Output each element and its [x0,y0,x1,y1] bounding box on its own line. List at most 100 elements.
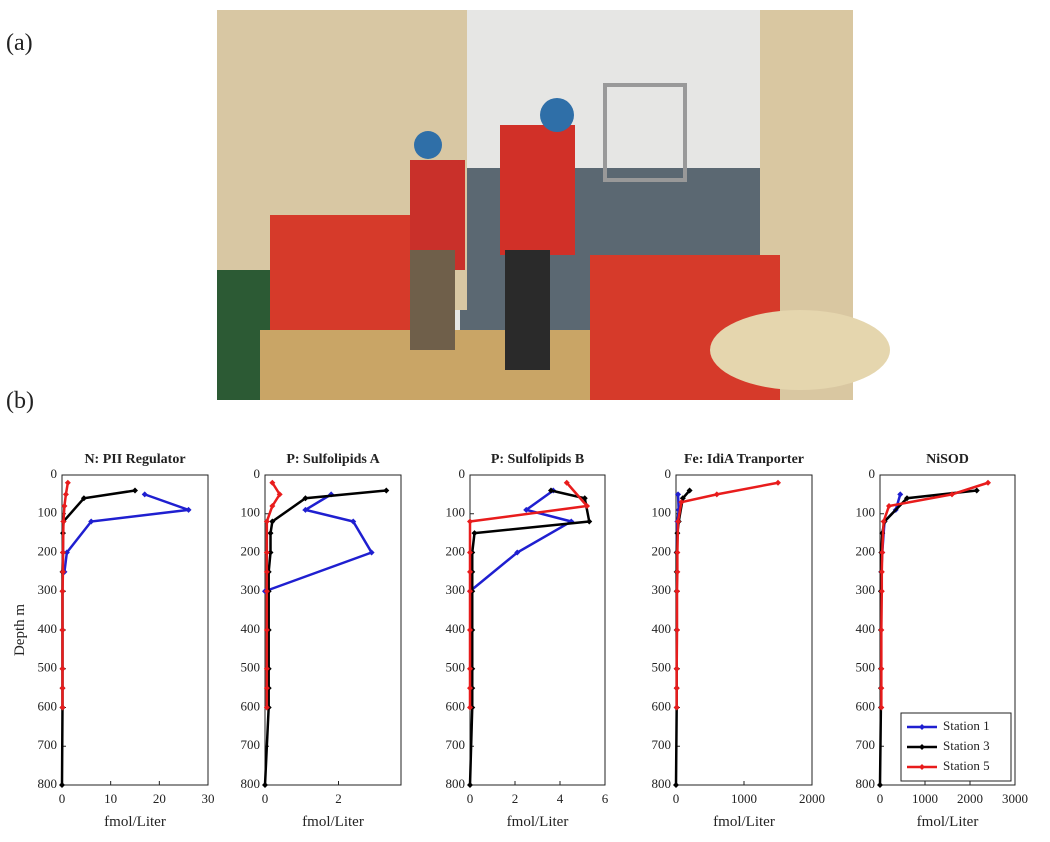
data-point [973,487,980,494]
data-point [673,704,680,711]
plot-area [675,474,813,786]
panel-label: (b) [6,388,34,414]
y-tick-label: 100 [652,505,672,520]
data-point [467,627,473,633]
x-tick-label: 30 [202,791,215,806]
data-point [62,491,69,498]
y-tick-label: 300 [856,582,876,597]
y-tick-label: 100 [446,505,466,520]
data-point [59,704,66,711]
x-tick-label: 1000 [731,791,757,806]
x-tick-label: 4 [557,791,564,806]
data-point [302,495,309,502]
data-point [269,479,276,486]
data-point [523,506,530,513]
y-tick-label: 800 [38,776,58,791]
y-tick-label: 600 [38,698,58,713]
y-tick-label: 0 [665,466,672,481]
data-point [60,518,67,525]
y-tick-label: 100 [856,505,876,520]
y-tick-label: 600 [446,698,466,713]
data-point [267,530,274,537]
x-tick-label: 0 [877,791,884,806]
y-tick-label: 800 [446,776,466,791]
data-point [673,782,679,788]
y-tick-label: 200 [241,543,261,558]
x-tick-label: 10 [104,791,117,806]
data-point [263,665,270,672]
x-axis-label: fmol/Liter [302,814,364,830]
y-tick-label: 700 [446,737,466,752]
data-point [262,782,268,788]
data-point [949,491,955,498]
y-tick-label: 700 [38,737,58,752]
x-tick-label: 6 [602,791,609,806]
legend-label: Station 1 [943,718,990,733]
data-point [877,782,883,788]
data-point [80,495,87,502]
y-tick-label: 800 [241,776,261,791]
y-tick-label: 600 [856,698,876,713]
y-tick-label: 0 [459,466,466,481]
y-tick-label: 800 [652,776,672,791]
data-point [383,487,390,494]
x-axis-label: fmol/Liter [713,814,775,830]
y-tick-label: 700 [241,737,261,752]
data-point [467,568,473,575]
data-point [886,503,892,509]
plot-area [264,474,402,786]
data-point [185,506,192,513]
data-point [263,549,270,556]
data-point [674,568,681,575]
y-tick-label: 300 [241,582,261,597]
chart-title: P: Sulfolipids A [286,452,380,467]
x-tick-label: 2 [512,791,519,806]
data-point [263,518,270,525]
data-point [59,782,65,788]
data-point [775,479,781,486]
series-line [468,489,591,786]
legend-marker [919,744,925,750]
y-tick-label: 400 [446,621,466,636]
data-point [586,518,593,525]
y-tick-label: 300 [38,582,58,597]
y-tick-label: 200 [652,543,672,558]
data-point [713,491,720,498]
data-point [368,549,375,556]
data-point [59,549,66,556]
x-tick-label: 2000 [957,791,983,806]
data-point [674,549,681,556]
data-point [878,588,885,595]
panel-label: (a) [6,30,33,56]
data-point [673,665,680,672]
data-point [263,588,270,595]
data-point [61,503,68,509]
legend-label: Station 5 [943,758,990,773]
data-point [263,685,270,692]
data-point [673,685,680,692]
chart-title: NiSOD [926,452,969,467]
data-point [59,588,66,595]
y-tick-label: 600 [241,698,261,713]
data-point [878,685,885,692]
y-tick-label: 200 [38,543,58,558]
data-point [879,549,886,556]
data-point [878,665,885,672]
data-point [350,518,357,525]
data-point [878,627,885,633]
chart-title: Fe: IdiA Tranporter [684,452,804,467]
x-tick-label: 20 [153,791,166,806]
data-point [269,518,276,525]
data-point [904,495,910,502]
series-line [263,489,387,786]
x-axis-label: fmol/Liter [104,814,166,830]
y-tick-label: 400 [241,621,261,636]
x-tick-label: 0 [59,791,66,806]
chart-title: P: Sulfolipids B [491,452,584,467]
data-point [467,665,473,672]
y-tick-label: 500 [446,660,466,675]
y-tick-label: 100 [241,505,261,520]
data-point [581,495,588,502]
y-tick-label: 300 [652,582,672,597]
